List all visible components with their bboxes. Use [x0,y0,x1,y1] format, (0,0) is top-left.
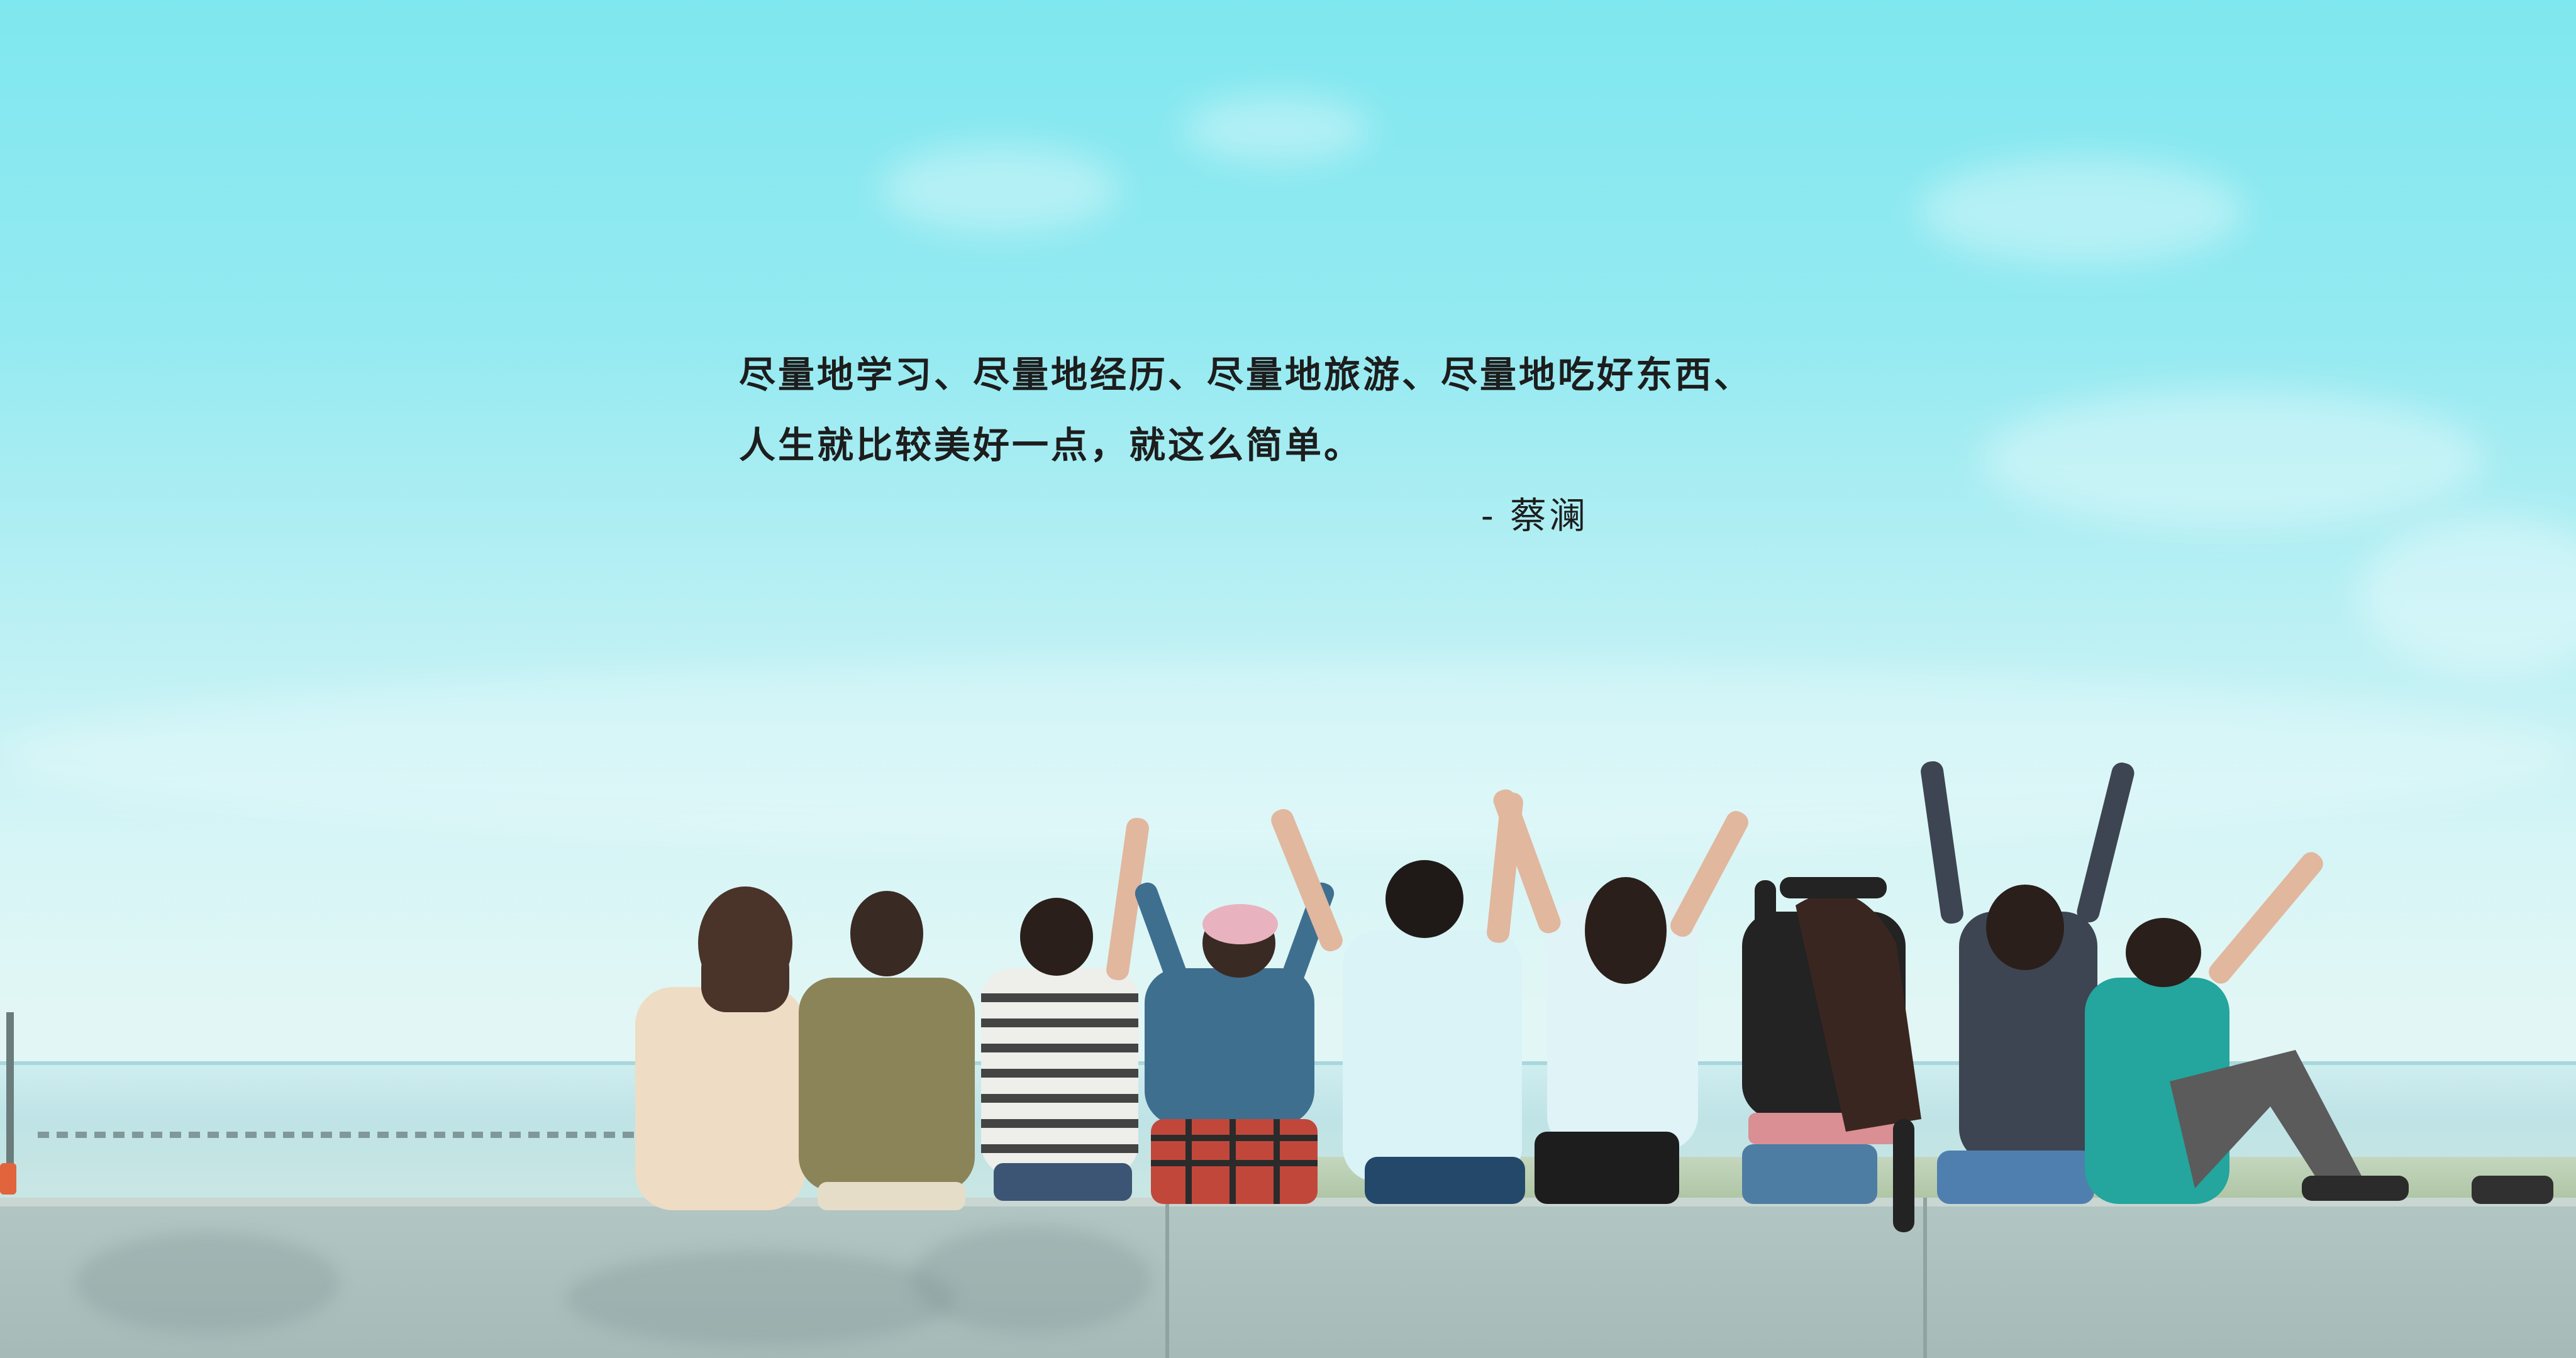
quote-block: 尽量地学习、尽量地经历、尽量地旅游、尽量地吃好东西、 人生就比较美好一点，就这么… [739,340,1884,551]
person-8 [1921,761,2135,1204]
person-6 [1493,789,1748,1204]
person-7 [1742,877,1921,1232]
person-5 [1271,792,1525,1204]
person-1 [635,886,805,1210]
quote-author: - 蔡澜 [1481,494,1589,537]
seawall-joint [1923,1198,1927,1358]
wall-stain [75,1232,340,1333]
person-3 [981,817,1149,1201]
wall-stain [566,1251,956,1345]
breakwater [38,1132,698,1138]
seawall [0,1198,2576,1358]
pole [6,1012,14,1195]
quote-line-1: 尽量地学习、尽量地经历、尽量地旅游、尽量地吃好东西、 [739,353,1753,396]
person-2 [799,891,975,1210]
seawall-joint [1165,1198,1169,1358]
cloud [2358,516,2576,673]
wall-stain [912,1226,1151,1333]
cloud [880,145,1119,233]
cloud [1981,390,2484,528]
cloud [1918,157,2245,264]
quote-line-2: 人生就比较美好一点，就这么简单。 [739,424,1363,466]
person-4 [1135,882,1335,1204]
buoy [0,1163,16,1195]
cloud [1182,94,1371,163]
person-9 [2085,852,2553,1204]
